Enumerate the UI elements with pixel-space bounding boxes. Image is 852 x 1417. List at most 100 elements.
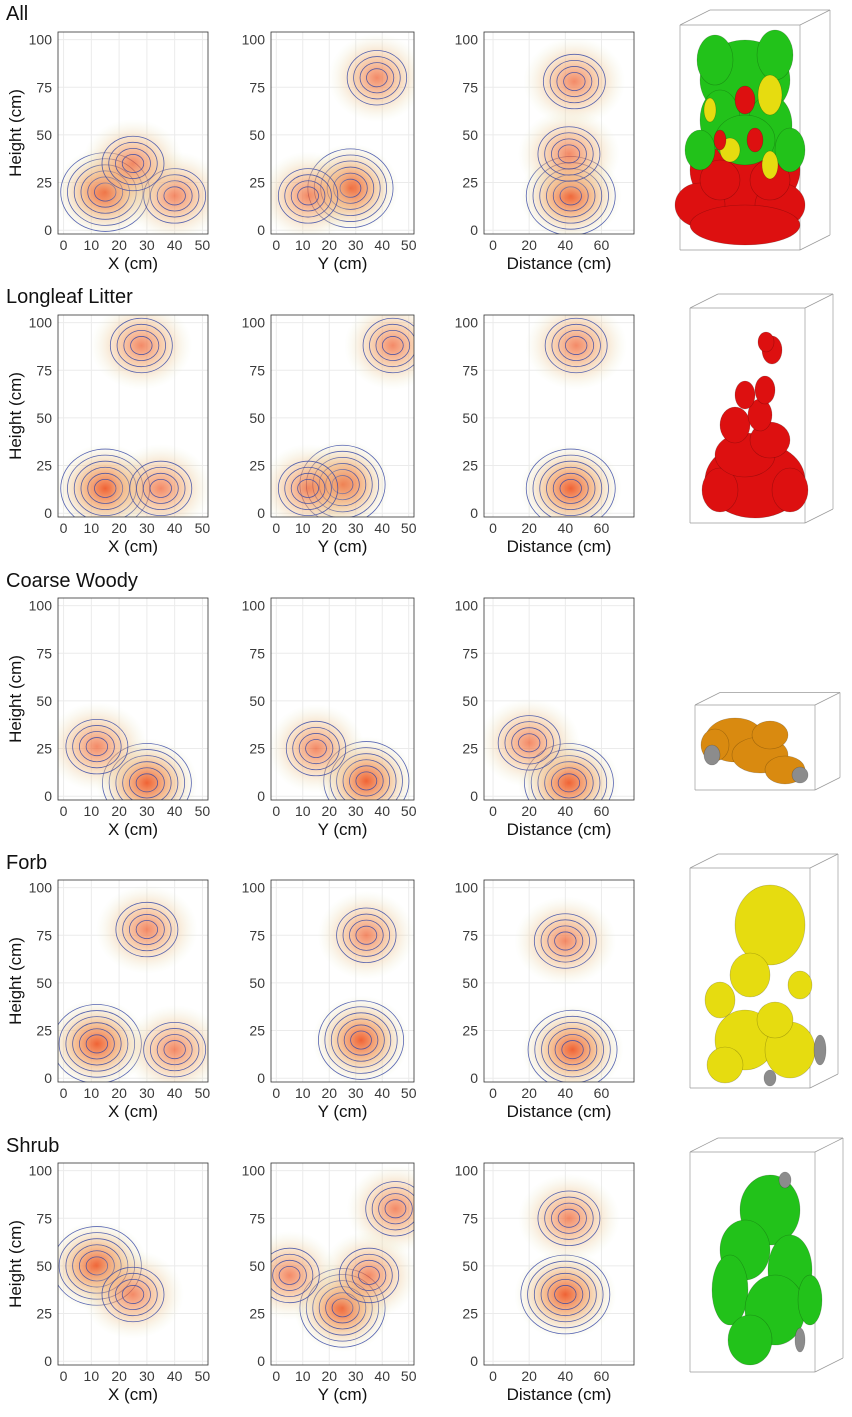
x-axis-label: Distance (cm): [507, 254, 612, 273]
x-tick-label: 10: [295, 803, 311, 819]
density-field: [58, 315, 208, 517]
contour-line: [540, 1272, 590, 1317]
x-tick-label: 30: [348, 803, 364, 819]
shrub-3d-render: [689, 1137, 844, 1373]
x-tick-label: 0: [60, 520, 68, 536]
density-blob: [328, 33, 414, 123]
density-panel: 0 20 40 60 0 25 50 75 100 Distance (cm): [455, 31, 635, 273]
contour-line: [130, 336, 153, 355]
contour-line: [136, 466, 186, 510]
contour-line: [109, 317, 173, 374]
render-blob: [756, 1001, 794, 1039]
x-axis-label: X (cm): [108, 820, 158, 839]
density-panel: 0 20 40 60 0 25 50 75 100 Distance (cm): [455, 314, 635, 556]
contour-line: [121, 1285, 145, 1304]
contour-line: [330, 1012, 392, 1068]
density-field: [58, 119, 208, 234]
density-blob: [484, 698, 581, 788]
x-tick-label: 60: [594, 237, 610, 253]
x-tick-label: 10: [84, 1085, 100, 1101]
density-blob: [514, 1250, 617, 1339]
y-tick-label: 25: [36, 741, 52, 757]
y-tick-label: 0: [470, 788, 478, 804]
x-tick-label: 50: [401, 1085, 417, 1101]
contour-line: [542, 53, 606, 110]
y-tick-label: 50: [249, 127, 265, 143]
render-blob: [761, 150, 779, 180]
y-tick-label: 0: [257, 505, 265, 521]
render-blob: [787, 970, 813, 1000]
render-box-edge: [804, 508, 834, 524]
contour-line: [365, 1181, 414, 1237]
render-box-edge: [814, 1137, 844, 1153]
contour-line: [557, 773, 581, 793]
density-blob: [312, 995, 410, 1082]
y-tick-label: 100: [29, 1163, 53, 1179]
y-axis-label: Height (cm): [6, 89, 25, 177]
y-tick-label: 25: [36, 458, 52, 474]
y-tick-label: 100: [29, 32, 53, 48]
contour-line: [135, 773, 159, 793]
y-tick-label: 25: [36, 175, 52, 191]
y-tick-label: 75: [36, 79, 52, 95]
x-tick-label: 20: [321, 803, 337, 819]
contour-line: [375, 329, 411, 362]
contour-line: [101, 135, 165, 192]
y-tick-label: 75: [462, 362, 478, 378]
density-blob: [95, 885, 198, 974]
x-tick-label: 10: [84, 1368, 100, 1384]
renders-layer: [674, 9, 844, 1373]
y-tick-label: 75: [36, 362, 52, 378]
density-blob: [344, 315, 414, 390]
y-tick-label: 75: [249, 79, 265, 95]
y-tick-label: 100: [455, 880, 479, 896]
x-tick-label: 30: [348, 1085, 364, 1101]
render-blob: [734, 884, 806, 966]
contour-line: [547, 1278, 584, 1311]
contour-line: [353, 56, 401, 100]
contour-line: [540, 919, 590, 963]
panel-border: [57, 314, 209, 518]
render-blob: [757, 74, 783, 116]
x-tick-label: 0: [489, 1085, 497, 1101]
y-tick-label: 0: [257, 1070, 265, 1086]
x-tick-label: 20: [321, 237, 337, 253]
density-blob: [523, 37, 626, 126]
y-tick-label: 50: [462, 1258, 478, 1274]
panel-border: [270, 314, 415, 518]
y-tick-label: 100: [29, 598, 53, 614]
y-tick-label: 50: [36, 1258, 52, 1274]
y-tick-label: 100: [29, 315, 53, 331]
render-blob: [774, 127, 806, 173]
contour-line: [128, 767, 165, 799]
density-blob: [320, 1231, 414, 1320]
y-tick-label: 50: [36, 975, 52, 991]
contour-line: [135, 920, 159, 940]
render-box-edge: [689, 293, 719, 309]
y-tick-label: 25: [249, 1306, 265, 1322]
x-tick-label: 60: [594, 520, 610, 536]
contour-line: [272, 1259, 307, 1291]
x-tick-label: 0: [272, 1085, 280, 1101]
y-tick-label: 25: [462, 1023, 478, 1039]
contour-line: [544, 1196, 594, 1240]
render-blob: [778, 1171, 792, 1189]
density-blob: [517, 109, 620, 199]
contour-line: [298, 733, 334, 765]
density-field: [517, 37, 626, 234]
density-panel: 0 10 20 30 40 50 0 25 50 75 100 Y (cm): [242, 1162, 417, 1404]
x-tick-label: 50: [195, 1085, 211, 1101]
contour-line: [123, 329, 160, 362]
contour-line: [381, 336, 404, 355]
contour-line: [142, 472, 179, 504]
y-tick-label: 25: [462, 741, 478, 757]
x-tick-label: 50: [401, 803, 417, 819]
render-blob: [701, 467, 739, 513]
render-blob: [704, 981, 736, 1019]
contour-line: [305, 739, 327, 759]
contour-line: [349, 919, 384, 951]
render-blob: [754, 375, 776, 405]
contour-line: [561, 1040, 584, 1060]
